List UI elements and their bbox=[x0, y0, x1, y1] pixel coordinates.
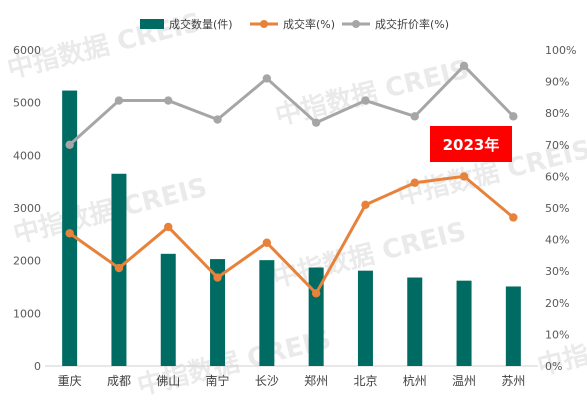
discount-rate-point bbox=[509, 112, 518, 121]
y-left-tick-label: 0 bbox=[34, 360, 41, 373]
x-tick-label: 南宁 bbox=[206, 373, 230, 388]
y-right-tick-label: 30% bbox=[545, 265, 569, 278]
discount-rate-point bbox=[311, 118, 321, 127]
x-tick-label: 郑州 bbox=[304, 373, 328, 388]
discount-rate-line bbox=[68, 64, 515, 146]
bar-长沙 bbox=[259, 260, 275, 366]
discount-rate-point bbox=[459, 61, 469, 70]
y-right-tick-label: 40% bbox=[545, 234, 569, 247]
y-left-tick-label: 6000 bbox=[13, 44, 41, 57]
deal-rate-point bbox=[65, 229, 74, 238]
y-left-tick-label: 2000 bbox=[13, 255, 41, 268]
legend-label-rate: 成交率(%) bbox=[283, 17, 335, 31]
deal-rate-point bbox=[509, 213, 518, 222]
y-right-tick-label: 70% bbox=[545, 139, 569, 152]
x-tick-label: 苏州 bbox=[501, 374, 525, 388]
y-right-tick-label: 90% bbox=[545, 76, 569, 89]
y-right-tick-label: 50% bbox=[545, 202, 569, 215]
discount-rate-point bbox=[262, 74, 272, 83]
watermark-text: 中指数据 CREIS bbox=[272, 55, 472, 132]
legend-swatch-volume bbox=[140, 19, 164, 29]
deal-rate-point bbox=[361, 200, 370, 210]
legend-swatch-discount-dot bbox=[352, 20, 360, 28]
x-tick-label: 杭州 bbox=[403, 373, 427, 388]
deal-rate-point bbox=[311, 289, 321, 298]
bar-佛山 bbox=[160, 253, 176, 366]
bar-杭州 bbox=[407, 277, 423, 366]
x-tick-label: 长沙 bbox=[255, 374, 279, 388]
y-right-tick-label: 20% bbox=[545, 297, 569, 310]
deal-rate-point bbox=[410, 178, 419, 187]
discount-rate-point bbox=[213, 115, 222, 124]
year-badge bbox=[430, 126, 512, 162]
y-left-tick-label: 5000 bbox=[13, 97, 41, 110]
year-badge-text: 2023年 bbox=[443, 136, 500, 154]
discount-rate-point bbox=[164, 96, 173, 105]
deal-rate-point bbox=[459, 172, 469, 181]
discount-rate-point bbox=[410, 112, 419, 121]
y-left-tick-label: 3000 bbox=[13, 202, 41, 215]
legend-label-discount: 成交折价率(%) bbox=[375, 17, 449, 31]
deal-rate-point bbox=[114, 263, 124, 273]
x-tick-label: 温州 bbox=[452, 374, 476, 388]
y-left-tick-label: 1000 bbox=[13, 307, 41, 320]
y-left-tick-label: 4000 bbox=[13, 149, 41, 162]
legend-label-volume: 成交数量(件) bbox=[169, 17, 233, 31]
x-tick-label: 成都 bbox=[107, 374, 131, 388]
y-right-tick-label: 80% bbox=[545, 107, 569, 120]
y-right-tick-label: 100% bbox=[545, 44, 576, 57]
discount-rate-point bbox=[114, 96, 124, 105]
bar-南宁 bbox=[210, 259, 226, 366]
deal-rate-line bbox=[68, 174, 515, 295]
y-right-tick-label: 60% bbox=[545, 170, 569, 183]
deal-rate-point bbox=[213, 273, 222, 282]
bar-北京 bbox=[357, 270, 373, 366]
bar-重庆 bbox=[62, 90, 78, 366]
deal-rate-point bbox=[164, 222, 173, 232]
x-tick-label: 重庆 bbox=[58, 374, 82, 388]
x-tick-label: 佛山 bbox=[156, 374, 180, 388]
discount-rate-point bbox=[361, 96, 370, 105]
bar-温州 bbox=[456, 280, 472, 366]
x-tick-label: 北京 bbox=[353, 374, 377, 388]
deal-rate-point bbox=[262, 238, 272, 247]
y-right-tick-label: 0% bbox=[545, 360, 562, 373]
legend-swatch-rate-dot bbox=[260, 20, 268, 28]
bar-苏州 bbox=[505, 286, 521, 366]
y-right-tick-label: 10% bbox=[545, 328, 569, 341]
discount-rate-point bbox=[65, 140, 74, 149]
